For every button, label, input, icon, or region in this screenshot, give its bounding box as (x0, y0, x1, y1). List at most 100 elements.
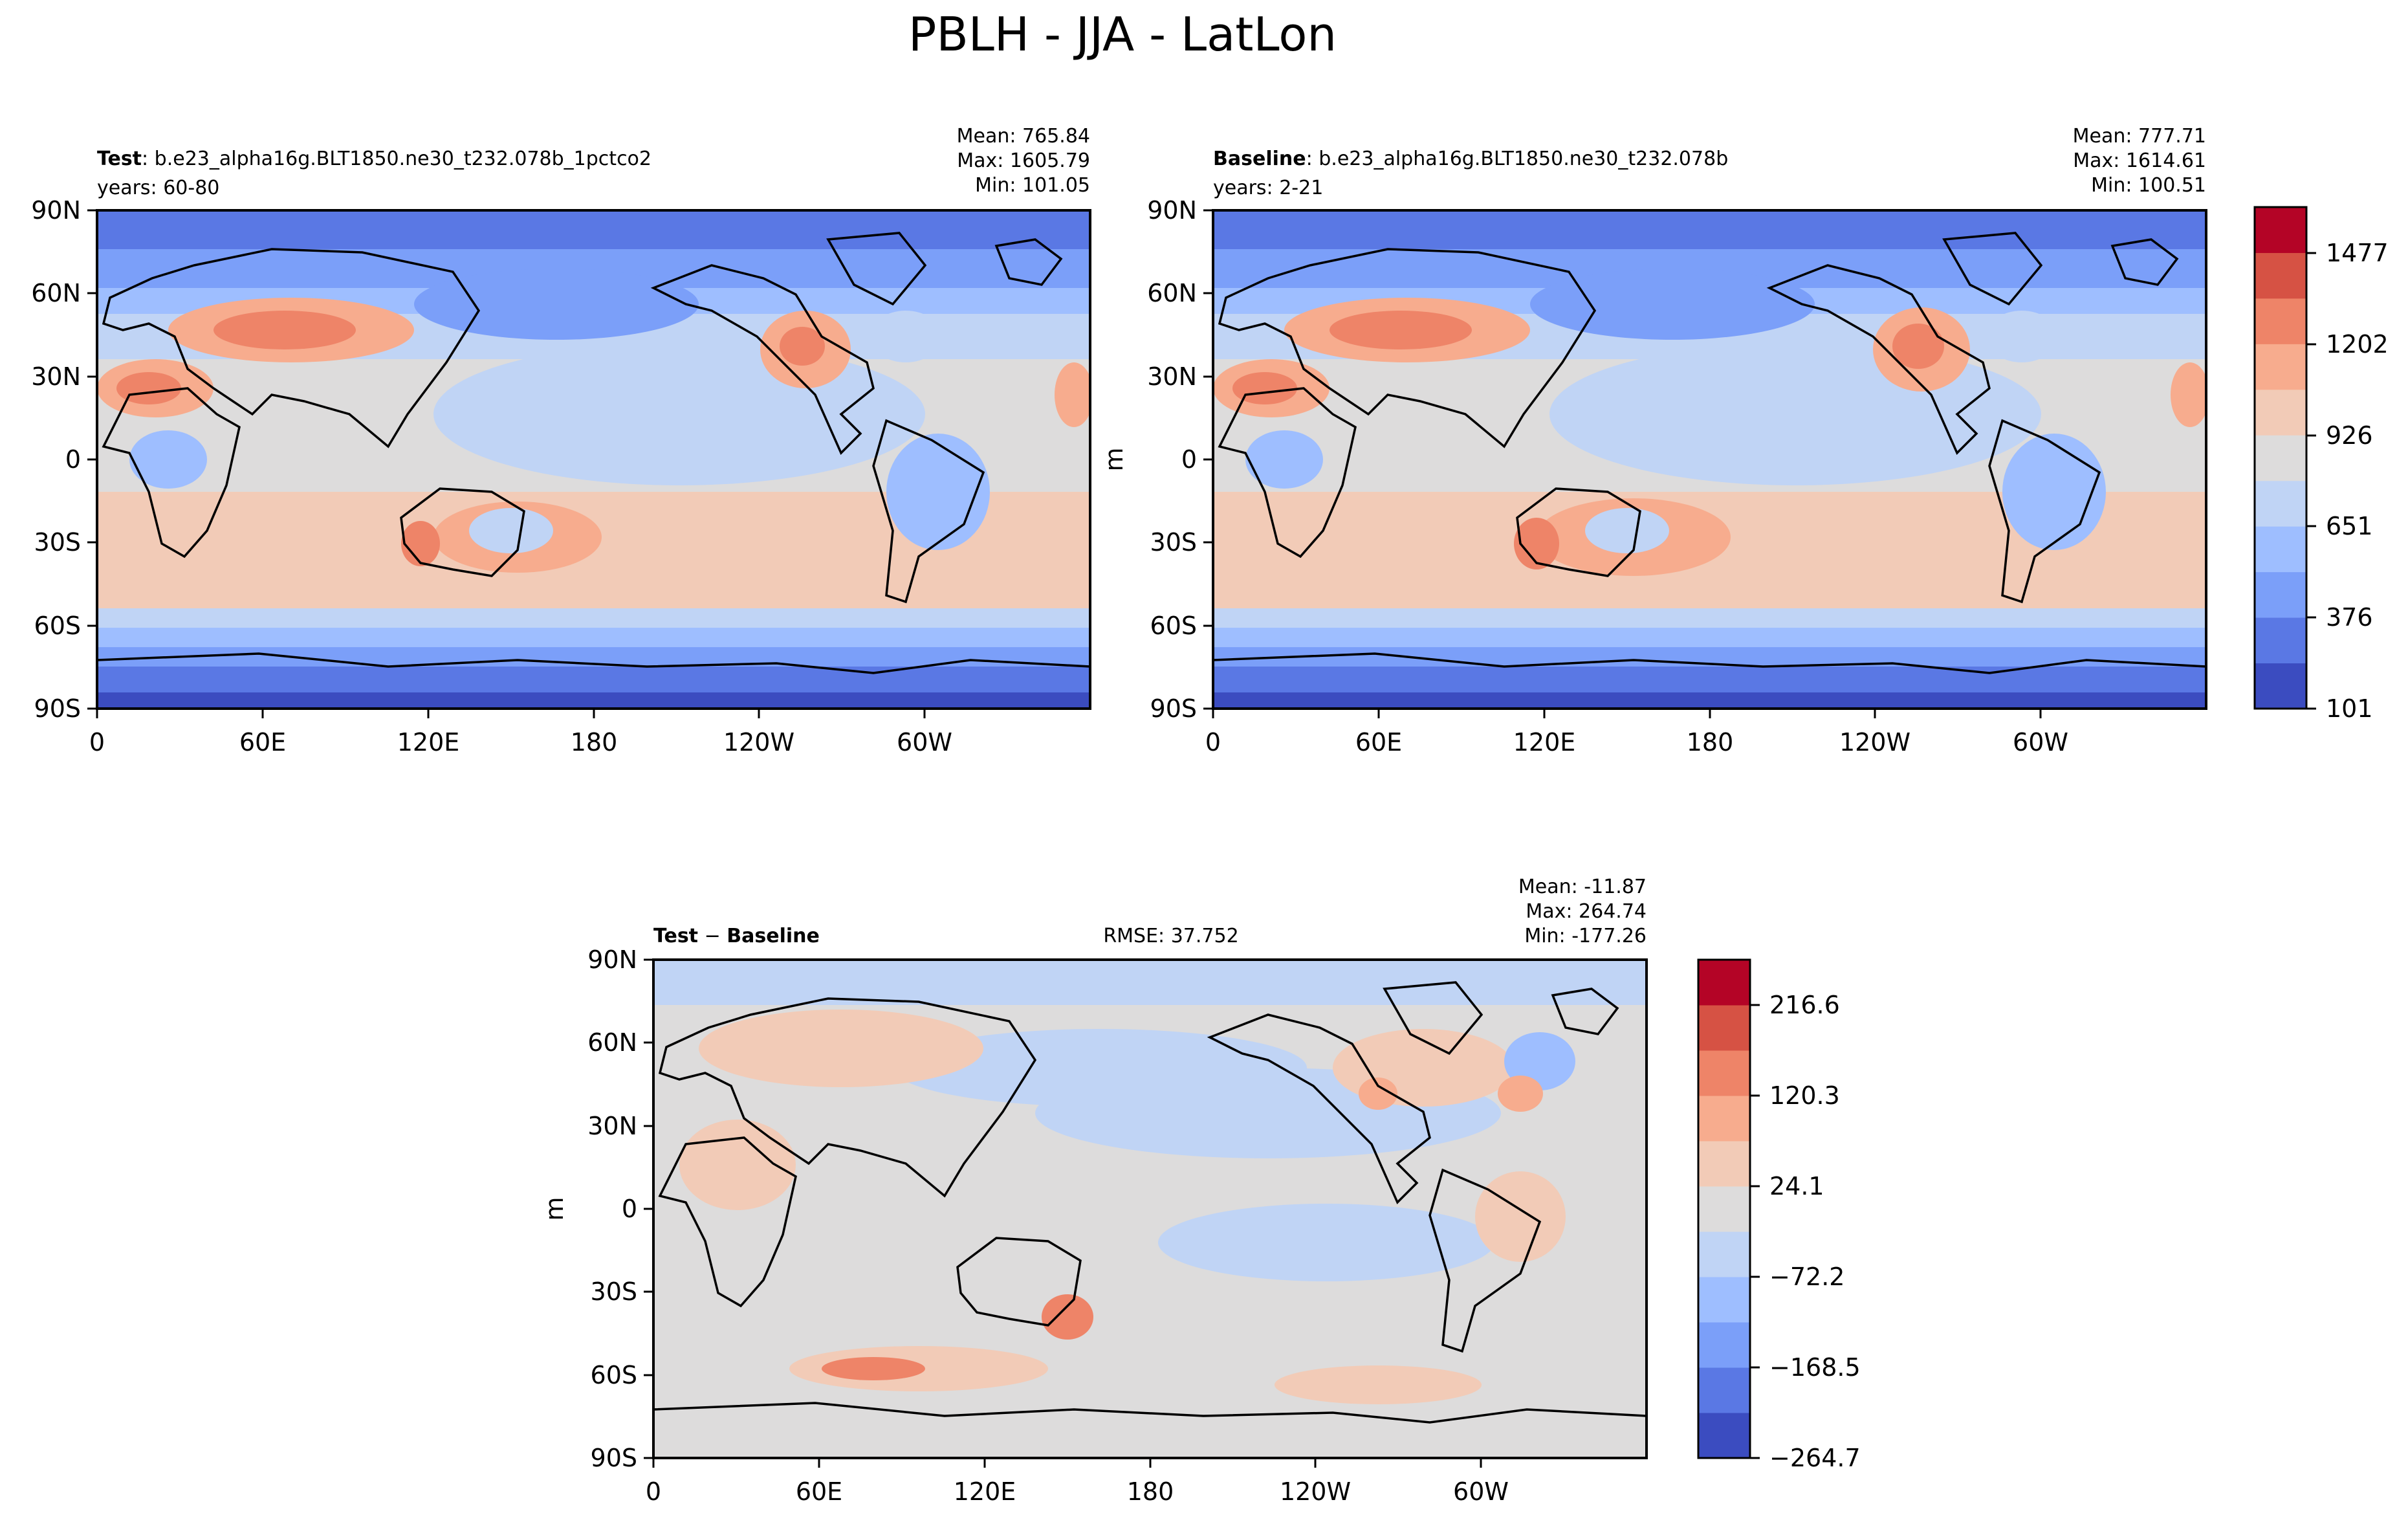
panel-test-xticklabels: 0 60E 120E 180 120W 60W (89, 728, 952, 756)
colorbar-tick-label: 376 (2326, 603, 2373, 632)
field-band (1213, 210, 2206, 249)
field-blob (116, 372, 181, 404)
panel-test-yticklabels: 90N 60N 30N 0 30S 60S 90S (31, 196, 81, 723)
panel-diff-label-bold: Test (653, 925, 698, 947)
colorbar-top-segment (2255, 571, 2306, 618)
field-blob (433, 343, 925, 485)
panel-baseline-map (1213, 210, 2206, 709)
field-blob (213, 311, 356, 349)
field-band (1213, 608, 2206, 628)
colorbar-diff (1698, 960, 1750, 1459)
colorbar-tick-label: −168.5 (1769, 1353, 1861, 1382)
panel-diff-label-bold2: Baseline (727, 925, 820, 947)
panel-test-label-bold: Test (97, 148, 142, 170)
panel-baseline-label: Baseline: b.e23_alpha16g.BLT1850.ne30_t2… (1213, 148, 1728, 170)
xtick-label: 60W (1453, 1477, 1509, 1506)
colorbar-tick-label: 216.6 (1769, 991, 1840, 1019)
field-blob (1530, 269, 1815, 340)
xtick-label: 0 (646, 1477, 661, 1506)
colorbar-tick-label: −264.7 (1769, 1444, 1861, 1472)
xtick-label: 120W (1839, 728, 1910, 756)
panel-baseline-min: Min: 100.51 (2091, 174, 2206, 197)
field-blob (1042, 1294, 1093, 1340)
panel-test-min: Min: 101.05 (975, 174, 1090, 197)
colorbar-top-segment (2255, 480, 2306, 527)
ytick-label: 90N (587, 945, 637, 974)
field-blob (1055, 362, 1090, 427)
xtick-label: 180 (1687, 728, 1734, 756)
field-blob (469, 508, 553, 553)
field-blob (1245, 430, 1323, 489)
ytick-label: 0 (65, 445, 81, 474)
xtick-label: 120E (954, 1477, 1016, 1506)
field-blob (780, 327, 825, 366)
xtick-label: 60W (2013, 728, 2068, 756)
colorbar-top-segment (2255, 389, 2306, 436)
panel-diff-yticklabels: 90N 60N 30N 0 30S 60S 90S (587, 945, 637, 1472)
colorbar-diff-segment (1698, 960, 1750, 1006)
panel-test-coastlines (97, 232, 1090, 674)
panel-diff-mean: Mean: -11.87 (1518, 876, 1647, 898)
field-blob (129, 430, 207, 489)
panel-test-ticks (87, 209, 926, 718)
xtick-label: 120W (723, 728, 794, 756)
ytick-label: 60S (1150, 612, 1197, 640)
panel-baseline-label-rest: : b.e23_alpha16g.BLT1850.ne30_t232.078b (1306, 148, 1729, 170)
panel-baseline-xticklabels: 0 60E 120E 180 120W 60W (1205, 728, 2068, 756)
colorbar-diff-segment (1698, 1141, 1750, 1187)
xtick-label: 60W (897, 728, 952, 756)
panel-baseline-max: Max: 1614.61 (2073, 149, 2206, 172)
panel-diff-ticks (644, 958, 1482, 1468)
xtick-label: 180 (571, 728, 618, 756)
ytick-label: 90S (1150, 694, 1197, 723)
xtick-label: 180 (1127, 1477, 1174, 1506)
field-blob (2171, 362, 2206, 427)
field-blob (886, 434, 990, 550)
ytick-label: 60S (34, 612, 81, 640)
field-blob (679, 1120, 796, 1210)
colorbar-top-segment (2255, 207, 2306, 253)
panel-diff: Test − Baseline RMSE: 37.752 Mean: -11.8… (540, 876, 1648, 1506)
panel-baseline-mean: Mean: 777.71 (2073, 125, 2206, 148)
field-blob (822, 1357, 925, 1380)
ytick-label: 30N (587, 1112, 637, 1140)
xtick-label: 0 (89, 728, 105, 756)
colorbar-diff-frame (1697, 958, 1751, 1459)
panel-baseline-ylabel: m (1100, 447, 1128, 471)
panel-diff-map (653, 960, 1647, 1458)
panel-diff-xticklabels: 0 60E 120E 180 120W 60W (646, 1477, 1509, 1506)
colorbar-top-frame (2253, 206, 2308, 710)
field-blob (1549, 343, 2041, 485)
figure-title: PBLH - JJA - LatLon (908, 7, 1337, 61)
colorbar-top-segment (2255, 663, 2306, 709)
ytick-label: 30N (31, 362, 81, 391)
colorbar-diff-ticks (1750, 1004, 1760, 1459)
colorbar-top-segment (2255, 344, 2306, 390)
field-blob (1158, 1204, 1494, 1281)
ytick-label: 90S (591, 1444, 637, 1472)
panel-diff-coastlines (653, 981, 1647, 1424)
field-blob (870, 311, 941, 362)
panel-test-label: Test: b.e23_alpha16g.BLT1850.ne30_t232.0… (97, 148, 651, 170)
colorbar-top-segment (2255, 252, 2306, 299)
field-band (97, 608, 1090, 628)
ytick-label: 90N (31, 196, 81, 225)
colorbar-tick-label: −72.2 (1769, 1263, 1844, 1291)
panel-test-max: Max: 1605.79 (957, 149, 1090, 172)
field-band (97, 692, 1090, 709)
colorbar-top (2255, 207, 2306, 709)
field-blob (1892, 324, 1944, 369)
colorbar-tick-label: 101 (2326, 694, 2373, 723)
field-blob (414, 269, 699, 340)
ytick-label: 30S (34, 528, 81, 557)
ytick-label: 30S (1150, 528, 1197, 557)
field-blob (1475, 1171, 1566, 1262)
colorbar-diff-segment (1698, 1231, 1750, 1277)
field-band (1213, 628, 2206, 647)
field-band (97, 210, 1090, 249)
colorbar-tick-label: 1202 (2326, 330, 2389, 359)
ytick-label: 60S (591, 1361, 637, 1389)
panel-test-label-rest: : b.e23_alpha16g.BLT1850.ne30_t232.078b_… (142, 148, 651, 170)
colorbar-tick-label: 651 (2326, 512, 2373, 540)
